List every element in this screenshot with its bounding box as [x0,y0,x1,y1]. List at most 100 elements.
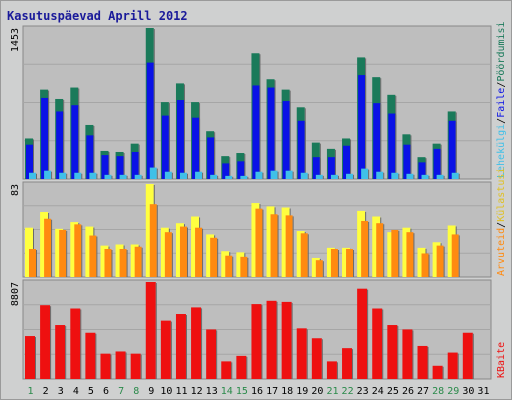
bar-hits-day-3 [59,172,67,179]
bar-hits-day-14-shadow [232,176,234,179]
bar-kbytes-day-27 [417,345,428,379]
legend-entry: Lehekülgi [496,124,507,178]
bar-hits-day-27 [421,174,429,179]
legend-entry: KBaite [496,342,507,378]
bar-hits-day-4-shadow [81,173,83,179]
bottom-legend: KBaite [496,342,507,378]
bar-hits-day-19-shadow [307,173,309,179]
bar-kbytes-day-17 [266,300,277,379]
top-ymax-label: 1453 [10,28,21,52]
bar-hosts-day-17 [270,214,278,277]
bar-hits-day-26-shadow [413,174,415,179]
bar-hosts-day-19-shadow [307,234,309,277]
x-tick-label-25: 25 [387,386,399,397]
bar-hosts-day-25-shadow [398,230,400,277]
x-tick-label-13: 13 [206,386,218,397]
bar-hosts-day-26-shadow [413,233,415,277]
bar-files-day-15-shadow [244,162,246,179]
bar-files-day-11 [176,100,184,179]
bar-files-day-29 [448,120,456,179]
bar-kbytes-day-5 [85,332,96,379]
bar-hosts-day-17-shadow [277,215,279,277]
bar-kbytes-day-15-shadow [246,356,248,379]
bar-hosts-day-14 [225,255,233,277]
x-tick-label-29: 29 [447,386,459,397]
bar-files-day-11-shadow [183,101,185,179]
bar-files-day-9-shadow [153,63,155,179]
bar-hits-day-16 [255,171,263,179]
middle-legend: Arvuteid/Külastusi [496,168,507,276]
bar-files-day-21-shadow [334,158,336,179]
x-tick-label-3: 3 [58,386,64,397]
bar-hits-day-12 [195,171,203,179]
bar-hosts-day-7-shadow [126,249,128,277]
bar-kbytes-day-30-shadow [472,333,474,379]
bar-hits-day-21-shadow [337,175,339,179]
bar-hits-day-24-shadow [383,172,385,179]
bar-hosts-day-2-shadow [51,219,53,277]
bar-hosts-day-27-shadow [428,254,430,277]
x-tick-label-2: 2 [43,386,49,397]
bar-files-day-10 [161,115,169,179]
bar-files-day-19 [297,120,305,179]
x-tick-label-22: 22 [342,386,354,397]
x-tick-label-17: 17 [266,386,278,397]
bar-hits-day-10 [164,171,172,179]
bar-hosts-day-1-shadow [36,249,37,277]
bar-files-day-22 [343,145,351,179]
bar-hits-day-20-shadow [322,175,324,179]
legend-entry: Pöördumisi [496,21,507,81]
bar-files-day-26-shadow [410,145,412,179]
x-tick-label-19: 19 [296,386,308,397]
bar-kbytes-day-11 [175,314,186,379]
bar-hosts-day-3-shadow [66,230,68,277]
bar-files-day-21 [327,157,335,179]
bar-hosts-day-13 [210,237,218,277]
bar-kbytes-day-25 [387,325,398,379]
bar-files-day-24-shadow [380,104,382,179]
legend-entry: Külastusi [496,168,507,222]
bar-hosts-day-23-shadow [368,221,370,277]
bar-hosts-day-10-shadow [171,233,173,277]
bar-hits-day-3-shadow [66,173,68,179]
bar-kbytes-day-6 [100,353,111,379]
bar-kbytes-day-7-shadow [125,352,127,379]
bar-hosts-day-27 [421,253,429,277]
bar-hosts-day-14-shadow [232,256,234,277]
bar-files-day-6 [101,155,109,179]
x-tick-label-5: 5 [88,386,94,397]
bar-hosts-day-4 [74,224,82,277]
x-tick-label-26: 26 [402,386,414,397]
bar-kbytes-day-26 [402,329,413,379]
bar-kbytes-day-29 [447,352,458,379]
bar-files-day-15 [237,161,245,179]
bar-files-day-13 [207,137,215,179]
bar-hosts-day-18 [285,215,293,277]
bar-kbytes-day-23-shadow [367,289,369,379]
bar-kbytes-day-27-shadow [427,346,429,379]
x-tick-label-12: 12 [191,386,203,397]
bar-hits-day-15-shadow [247,176,249,179]
bar-kbytes-day-25-shadow [397,326,399,379]
bar-kbytes-day-7 [115,351,126,379]
bar-hits-day-8 [134,174,142,179]
bar-files-day-18-shadow [289,102,291,179]
bar-hits-day-19 [300,172,308,179]
bar-hits-day-27-shadow [428,175,430,179]
bar-files-day-25 [388,113,396,179]
top-legend: Lehekülgi/Faile/Pöördumisi [496,21,507,178]
x-tick-label-23: 23 [357,386,369,397]
bar-files-day-2 [41,97,49,179]
x-tick-label-28: 28 [432,386,444,397]
bar-hosts-day-24-shadow [383,224,385,277]
legend-entry: / [496,82,507,88]
bar-hosts-day-7 [119,248,127,277]
middle-ymax-label: 83 [10,184,21,196]
x-tick-label-20: 20 [311,386,323,397]
x-tick-label-11: 11 [175,386,187,397]
chart-title: Kasutuspäevad Aprill 2012 [7,9,188,23]
bar-kbytes-day-14-shadow [231,362,233,379]
bar-kbytes-day-28 [432,365,443,379]
bar-kbytes-day-21 [326,361,337,379]
